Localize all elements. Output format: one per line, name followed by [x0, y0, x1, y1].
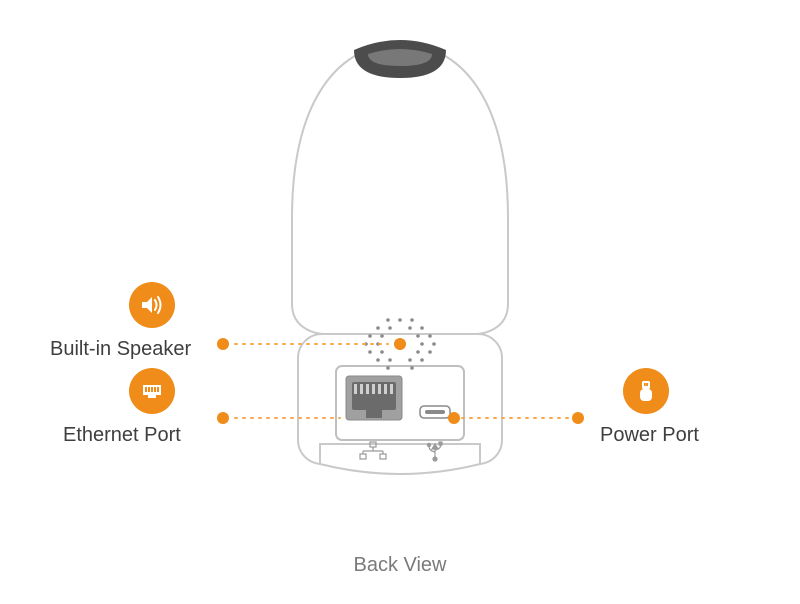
- leader-dot: [217, 412, 229, 424]
- speaker-icon: [129, 282, 175, 328]
- ethernet-port: [346, 376, 402, 420]
- diagram-stage: Built-in Speaker Ethernet Port Power Por…: [0, 0, 800, 604]
- device-body: [292, 44, 508, 334]
- leader-dot: [394, 338, 406, 350]
- power-label: Power Port: [600, 424, 699, 447]
- device-foot: [320, 444, 480, 474]
- leader-dot: [448, 412, 460, 424]
- ethernet-label: Ethernet Port: [63, 424, 181, 447]
- power-port: [420, 406, 450, 418]
- leader-dot: [572, 412, 584, 424]
- caption: Back View: [0, 554, 800, 577]
- device-back-illustration: [0, 0, 800, 604]
- speaker-label: Built-in Speaker: [50, 338, 191, 361]
- leader-dot: [217, 338, 229, 350]
- ethernet-icon: [129, 368, 175, 414]
- device-lens-highlight: [368, 49, 432, 66]
- usb-icon: [623, 368, 669, 414]
